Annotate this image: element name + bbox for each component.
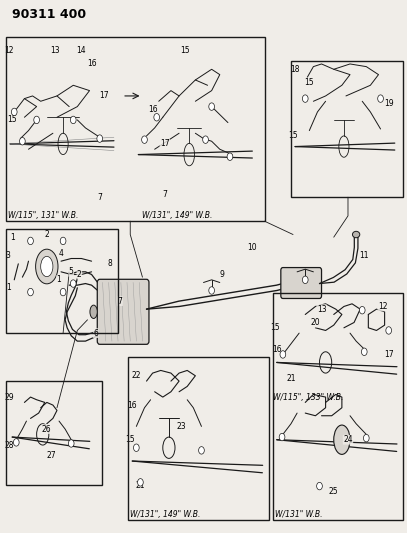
Circle shape	[70, 116, 76, 124]
Text: 15: 15	[125, 435, 135, 444]
Circle shape	[60, 237, 66, 245]
Circle shape	[302, 276, 308, 284]
Text: W/115", 131" W.B.: W/115", 131" W.B.	[8, 211, 79, 220]
Text: W/131" W.B.: W/131" W.B.	[275, 510, 322, 519]
Text: 14: 14	[77, 46, 86, 55]
FancyBboxPatch shape	[97, 279, 149, 344]
Bar	[291, 61, 403, 197]
Text: 12: 12	[4, 46, 14, 55]
Circle shape	[60, 288, 66, 296]
FancyBboxPatch shape	[281, 268, 322, 298]
Circle shape	[70, 280, 76, 287]
Text: 24: 24	[343, 435, 353, 444]
Text: 12: 12	[378, 302, 387, 311]
Text: 19: 19	[384, 100, 394, 108]
Circle shape	[386, 327, 392, 334]
Text: 13: 13	[317, 305, 326, 313]
Circle shape	[133, 444, 139, 451]
Text: 90311 400: 90311 400	[12, 8, 86, 21]
Text: W/115", 133" W.B.: W/115", 133" W.B.	[273, 393, 343, 402]
Ellipse shape	[352, 231, 360, 238]
Circle shape	[378, 95, 383, 102]
Circle shape	[154, 114, 160, 121]
Text: 15: 15	[288, 132, 298, 140]
Circle shape	[199, 447, 204, 454]
Text: 1: 1	[57, 276, 61, 284]
Text: 7: 7	[97, 193, 102, 201]
Text: 29: 29	[4, 393, 14, 401]
Circle shape	[280, 351, 286, 358]
Circle shape	[363, 434, 369, 442]
Text: 2: 2	[44, 230, 49, 239]
Circle shape	[361, 348, 367, 356]
Ellipse shape	[36, 249, 58, 284]
Circle shape	[203, 136, 208, 143]
Text: 3: 3	[6, 252, 11, 260]
Circle shape	[97, 135, 103, 142]
Bar	[6, 37, 265, 221]
Text: 22: 22	[131, 372, 141, 380]
Bar	[6, 229, 118, 333]
Text: 16: 16	[272, 345, 282, 353]
Ellipse shape	[90, 305, 97, 318]
Text: 17: 17	[160, 140, 170, 148]
Text: 20: 20	[311, 318, 320, 327]
Text: 6: 6	[93, 329, 98, 337]
Text: 16: 16	[87, 60, 96, 68]
Text: 18: 18	[290, 65, 300, 74]
Bar	[128, 357, 269, 520]
Text: 2: 2	[77, 270, 82, 279]
Bar	[6, 381, 102, 485]
Circle shape	[20, 138, 25, 145]
Text: 17: 17	[99, 92, 109, 100]
Text: 23: 23	[176, 422, 186, 431]
Circle shape	[11, 108, 17, 116]
Text: 1: 1	[6, 284, 11, 292]
Text: W/131", 149" W.B.: W/131", 149" W.B.	[130, 510, 201, 519]
Circle shape	[142, 136, 147, 143]
Text: 9: 9	[219, 270, 224, 279]
Text: 16: 16	[127, 401, 137, 409]
Circle shape	[68, 440, 74, 447]
Circle shape	[13, 439, 19, 446]
Circle shape	[138, 479, 143, 486]
Text: 11: 11	[359, 252, 369, 260]
Text: 8: 8	[107, 260, 112, 268]
Text: 16: 16	[148, 105, 158, 114]
Bar	[273, 293, 403, 520]
Circle shape	[28, 288, 33, 296]
Circle shape	[279, 433, 285, 441]
Text: 25: 25	[329, 488, 339, 496]
Text: 26: 26	[42, 425, 52, 433]
Circle shape	[209, 287, 214, 294]
Text: 27: 27	[46, 451, 56, 460]
Text: 4: 4	[59, 249, 63, 257]
Circle shape	[28, 237, 33, 245]
Circle shape	[302, 95, 308, 102]
Text: 21: 21	[286, 374, 296, 383]
Text: 5: 5	[69, 268, 74, 276]
Text: 7: 7	[118, 297, 123, 305]
Circle shape	[317, 482, 322, 490]
Text: 15: 15	[304, 78, 314, 87]
Circle shape	[359, 306, 365, 314]
Text: 15: 15	[7, 116, 17, 124]
Text: 10: 10	[247, 244, 257, 252]
Circle shape	[209, 103, 214, 110]
Text: 13: 13	[50, 46, 60, 55]
Text: W/131", 149" W.B.: W/131", 149" W.B.	[142, 211, 213, 220]
Text: 1: 1	[10, 233, 15, 241]
Text: 17: 17	[384, 350, 394, 359]
Ellipse shape	[41, 256, 53, 277]
Text: 28: 28	[4, 441, 14, 449]
Text: 7: 7	[162, 190, 167, 199]
Ellipse shape	[334, 425, 350, 454]
Text: 21: 21	[136, 481, 145, 489]
Circle shape	[34, 116, 39, 124]
Text: 15: 15	[270, 324, 280, 332]
Text: 15: 15	[180, 46, 190, 55]
Circle shape	[227, 153, 233, 160]
